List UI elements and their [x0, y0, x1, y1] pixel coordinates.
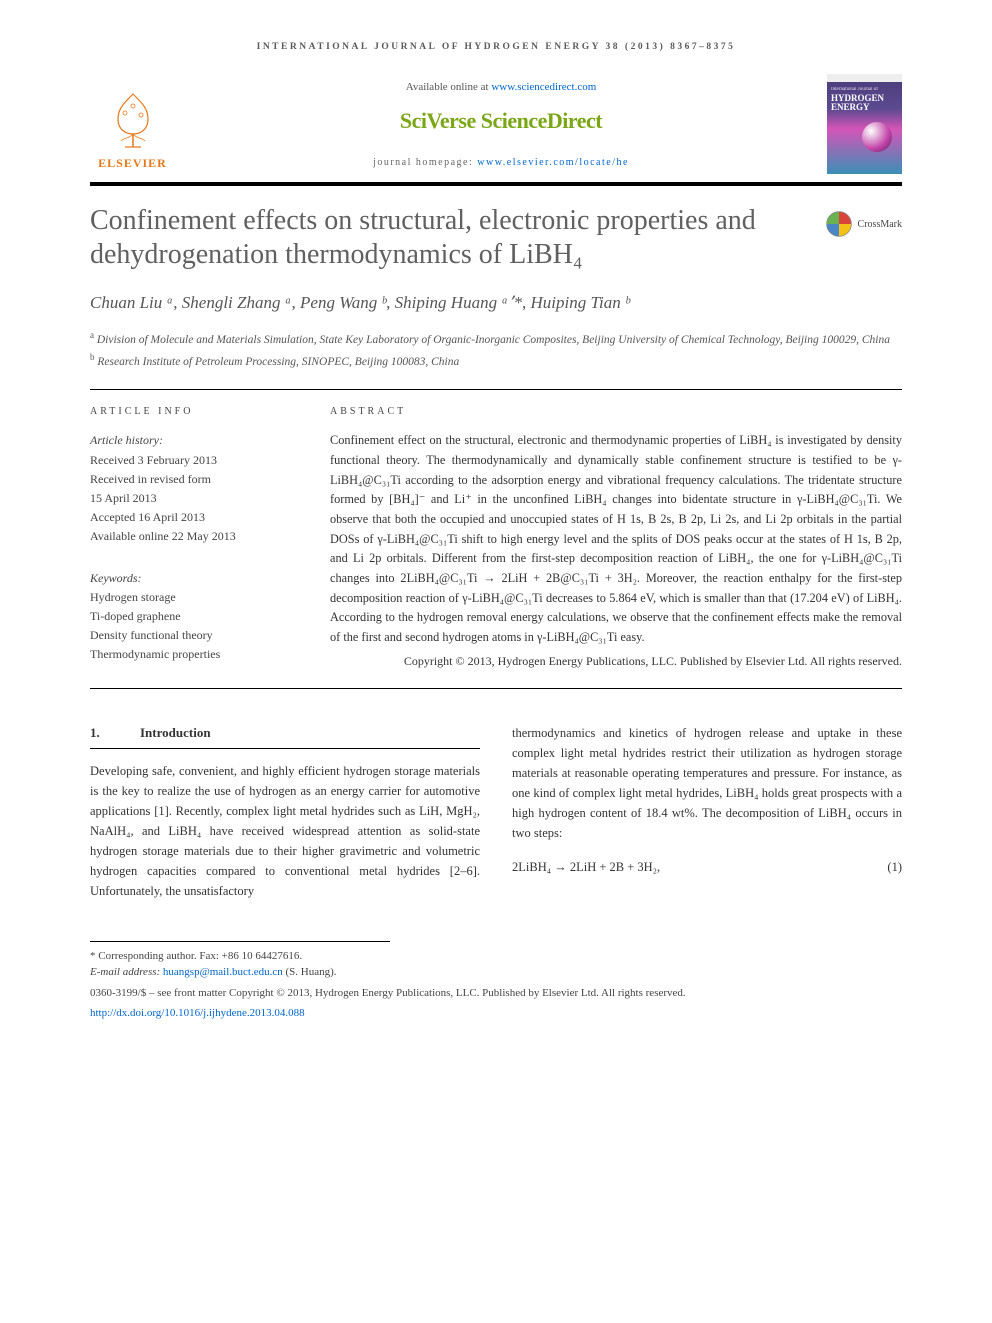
affiliation-b: b Research Institute of Petroleum Proces…	[90, 351, 902, 371]
keyword: Hydrogen storage	[90, 588, 290, 607]
corresponding-author-footnote: * Corresponding author. Fax: +86 10 6442…	[90, 941, 390, 981]
rule-bottom	[90, 688, 902, 689]
section-heading-1: 1.Introduction	[90, 723, 480, 749]
crossmark-icon	[825, 210, 853, 238]
masthead-center: Available online at www.sciencedirect.co…	[175, 79, 827, 170]
running-header: INTERNATIONAL JOURNAL OF HYDROGEN ENERGY…	[90, 40, 902, 54]
history-line: Received 3 February 2013	[90, 451, 290, 470]
title-row: Confinement effects on structural, elect…	[90, 204, 902, 271]
journal-homepage-link[interactable]: www.elsevier.com/locate/he	[477, 157, 629, 168]
crossmark-label: CrossMark	[858, 217, 902, 232]
cover-subtitle: International Journal of	[831, 86, 898, 94]
article-info-heading: ARTICLE INFO	[90, 404, 290, 419]
author-list: Chuan Liu ᵃ, Shengli Zhang ᵃ, Peng Wang …	[90, 291, 902, 315]
sciverse-brand: SciVerse ScienceDirect	[175, 104, 827, 137]
available-online-line: Available online at www.sciencedirect.co…	[175, 79, 827, 96]
history-line: 15 April 2013	[90, 489, 290, 508]
sciencedirect-link[interactable]: www.sciencedirect.com	[491, 81, 596, 93]
elsevier-logo: ELSEVIER	[90, 77, 175, 172]
history-line: Received in revised form	[90, 470, 290, 489]
abstract-text: Confinement effect on the structural, el…	[330, 431, 902, 647]
email-line: E-mail address: huangsp@mail.buct.edu.cn…	[90, 964, 390, 981]
abstract-column: ABSTRACT Confinement effect on the struc…	[330, 404, 902, 669]
intro-paragraph-left: Developing safe, convenient, and highly …	[90, 761, 480, 901]
journal-homepage-line: journal homepage: www.elsevier.com/locat…	[175, 155, 827, 170]
section-number: 1.	[90, 723, 140, 744]
equation-number: (1)	[887, 857, 902, 877]
history-title: Article history:	[90, 431, 290, 450]
crossmark-badge[interactable]: CrossMark	[825, 210, 902, 238]
column-left: 1.Introduction Developing safe, convenie…	[90, 723, 480, 901]
keyword: Density functional theory	[90, 626, 290, 645]
history-line: Available online 22 May 2013	[90, 527, 290, 546]
copyright-line: Copyright © 2013, Hydrogen Energy Public…	[330, 652, 902, 670]
elsevier-tree-icon	[103, 89, 163, 154]
section-title: Introduction	[140, 725, 211, 740]
keywords-block: Keywords: Hydrogen storage Ti-doped grap…	[90, 569, 290, 665]
equation-row: 2LiBH₄ → 2LiH + 2B + 3H₂, (1)	[512, 857, 902, 877]
intro-paragraph-right: thermodynamics and kinetics of hydrogen …	[512, 723, 902, 843]
info-abstract-row: ARTICLE INFO Article history: Received 3…	[90, 404, 902, 669]
body-columns: 1.Introduction Developing safe, convenie…	[90, 723, 902, 901]
affiliation-a: a Division of Molecule and Materials Sim…	[90, 329, 902, 349]
email-link[interactable]: huangsp@mail.buct.edu.cn	[163, 966, 283, 978]
homepage-prefix: journal homepage:	[373, 157, 477, 168]
rule-mid	[90, 389, 902, 390]
doi-line: http://dx.doi.org/10.1016/j.ijhydene.201…	[90, 1005, 902, 1022]
available-prefix: Available online at	[406, 81, 492, 93]
email-label: E-mail address:	[90, 966, 163, 978]
rule-top	[90, 182, 902, 186]
journal-cover-thumbnail: International Journal of HYDROGEN ENERGY	[827, 74, 902, 174]
corr-author-line: * Corresponding author. Fax: +86 10 6442…	[90, 948, 390, 965]
affiliations: a Division of Molecule and Materials Sim…	[90, 329, 902, 371]
email-suffix: (S. Huang).	[283, 966, 337, 978]
masthead: ELSEVIER Available online at www.science…	[90, 74, 902, 174]
elsevier-wordmark: ELSEVIER	[98, 154, 167, 172]
keyword: Thermodynamic properties	[90, 645, 290, 664]
article-history-block: Article history: Received 3 February 201…	[90, 431, 290, 546]
front-matter-line: 0360-3199/$ – see front matter Copyright…	[90, 985, 902, 1002]
cover-title-2: ENERGY	[831, 103, 898, 112]
article-title: Confinement effects on structural, elect…	[90, 204, 770, 271]
keyword: Ti-doped graphene	[90, 607, 290, 626]
column-right: thermodynamics and kinetics of hydrogen …	[512, 723, 902, 901]
history-line: Accepted 16 April 2013	[90, 508, 290, 527]
equation-formula: 2LiBH₄ → 2LiH + 2B + 3H₂,	[512, 857, 660, 877]
keywords-title: Keywords:	[90, 569, 290, 588]
doi-link[interactable]: http://dx.doi.org/10.1016/j.ijhydene.201…	[90, 1007, 305, 1019]
article-info-column: ARTICLE INFO Article history: Received 3…	[90, 404, 290, 669]
abstract-heading: ABSTRACT	[330, 404, 902, 419]
